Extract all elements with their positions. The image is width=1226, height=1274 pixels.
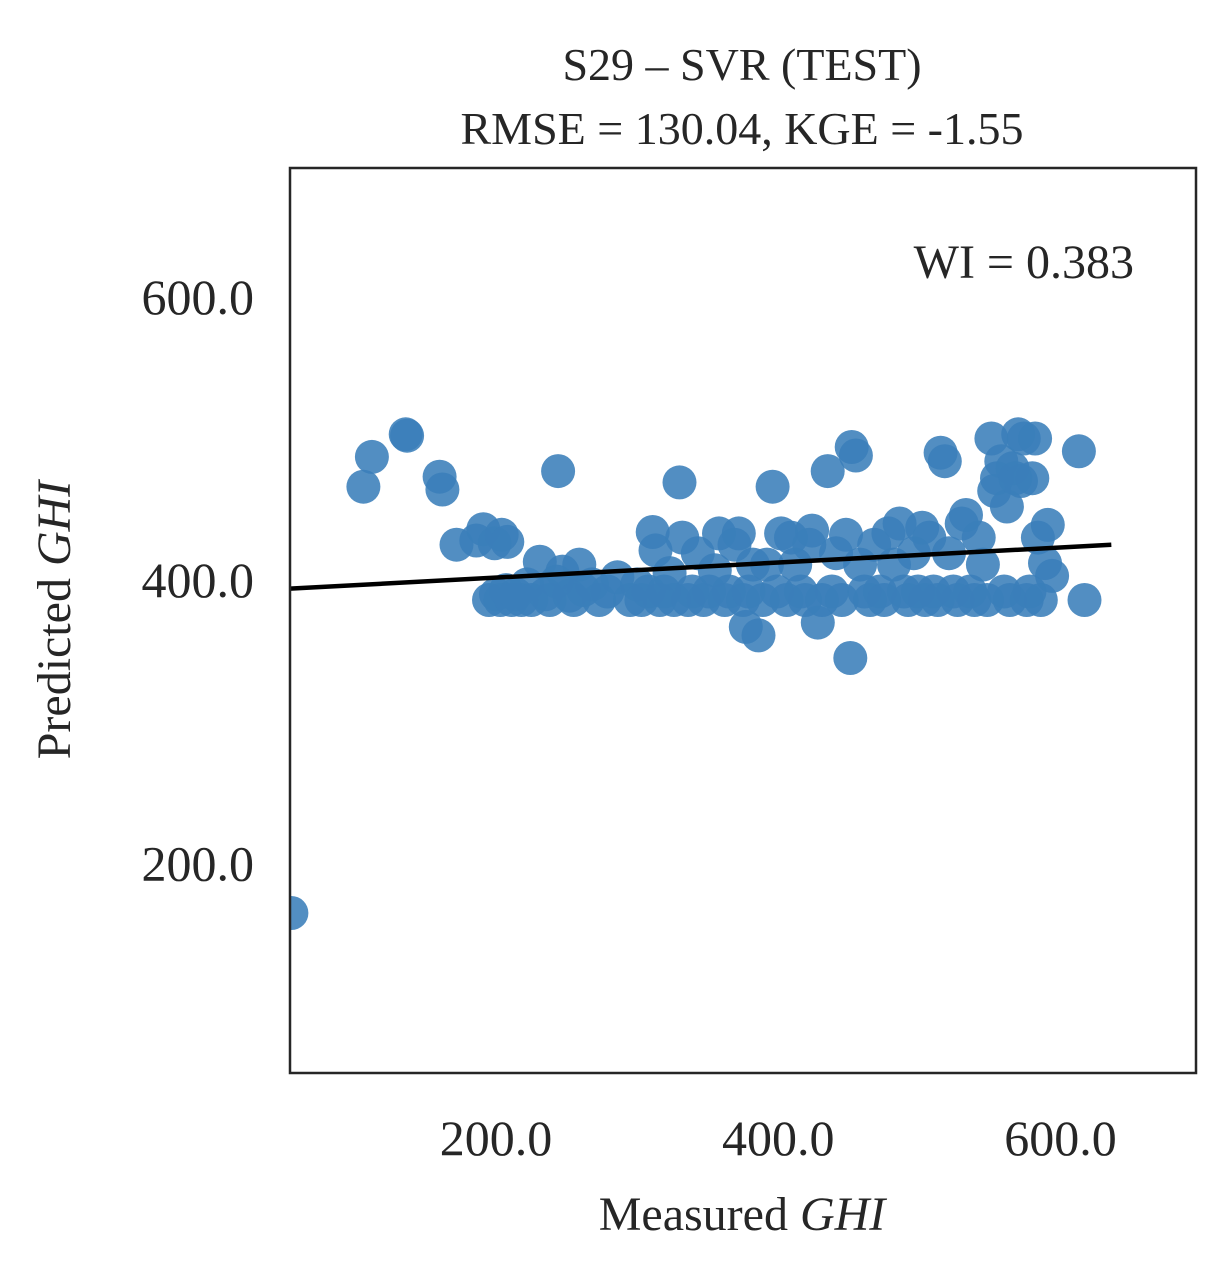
data-point [755, 469, 790, 504]
y-axis-label: Predicted GHI [28, 479, 81, 760]
x-axis-ticks: 200.0 400.0 600.0 [440, 1110, 1117, 1166]
data-point [541, 454, 576, 489]
chart-subtitle: RMSE = 130.04, KGE = -1.55 [460, 103, 1023, 154]
y-tick-label: 200.0 [142, 835, 255, 891]
data-point [965, 547, 1000, 582]
data-point [1030, 507, 1065, 542]
data-point [927, 444, 962, 479]
data-point [662, 465, 697, 500]
regression-line [289, 542, 1112, 591]
points-layer [290, 417, 1102, 930]
data-point [741, 618, 776, 653]
chart-title: S29 – SVR (TEST) [562, 39, 921, 90]
data-point [346, 469, 381, 504]
plot-frame [288, 166, 1198, 1075]
wi-annotation: WI = 0.383 [914, 236, 1134, 289]
data-point [829, 517, 863, 552]
data-point [1018, 421, 1053, 456]
data-point [490, 524, 525, 559]
data-point [390, 418, 425, 453]
data-point [652, 556, 687, 591]
data-point [425, 472, 460, 507]
data-point [795, 513, 830, 548]
data-point [989, 489, 1024, 524]
data-point [354, 439, 389, 474]
y-axis-ticks: 200.0 400.0 600.0 [142, 269, 255, 892]
data-point [810, 454, 845, 489]
y-axis-label-text: Predicted [28, 566, 81, 759]
x-axis-label: Measured GHI [599, 1188, 888, 1241]
plot-area: WI = 0.383 [289, 236, 1134, 930]
y-tick-label: 600.0 [142, 269, 255, 325]
data-point [961, 520, 996, 555]
y-axis-label-italic: GHI [28, 479, 81, 566]
data-point [1067, 583, 1102, 617]
x-tick-label: 400.0 [722, 1110, 835, 1166]
x-tick-label: 600.0 [1004, 1110, 1117, 1166]
x-axis-label-italic: GHI [800, 1188, 887, 1241]
data-point [1015, 461, 1050, 496]
data-point [721, 516, 756, 551]
data-point [290, 896, 309, 930]
x-tick-label: 200.0 [440, 1110, 553, 1166]
data-point [1061, 434, 1096, 469]
data-point [838, 438, 873, 473]
data-point [833, 641, 868, 675]
y-tick-label: 400.0 [142, 552, 255, 608]
data-point [1035, 558, 1070, 593]
x-axis-label-text: Measured [599, 1188, 800, 1241]
